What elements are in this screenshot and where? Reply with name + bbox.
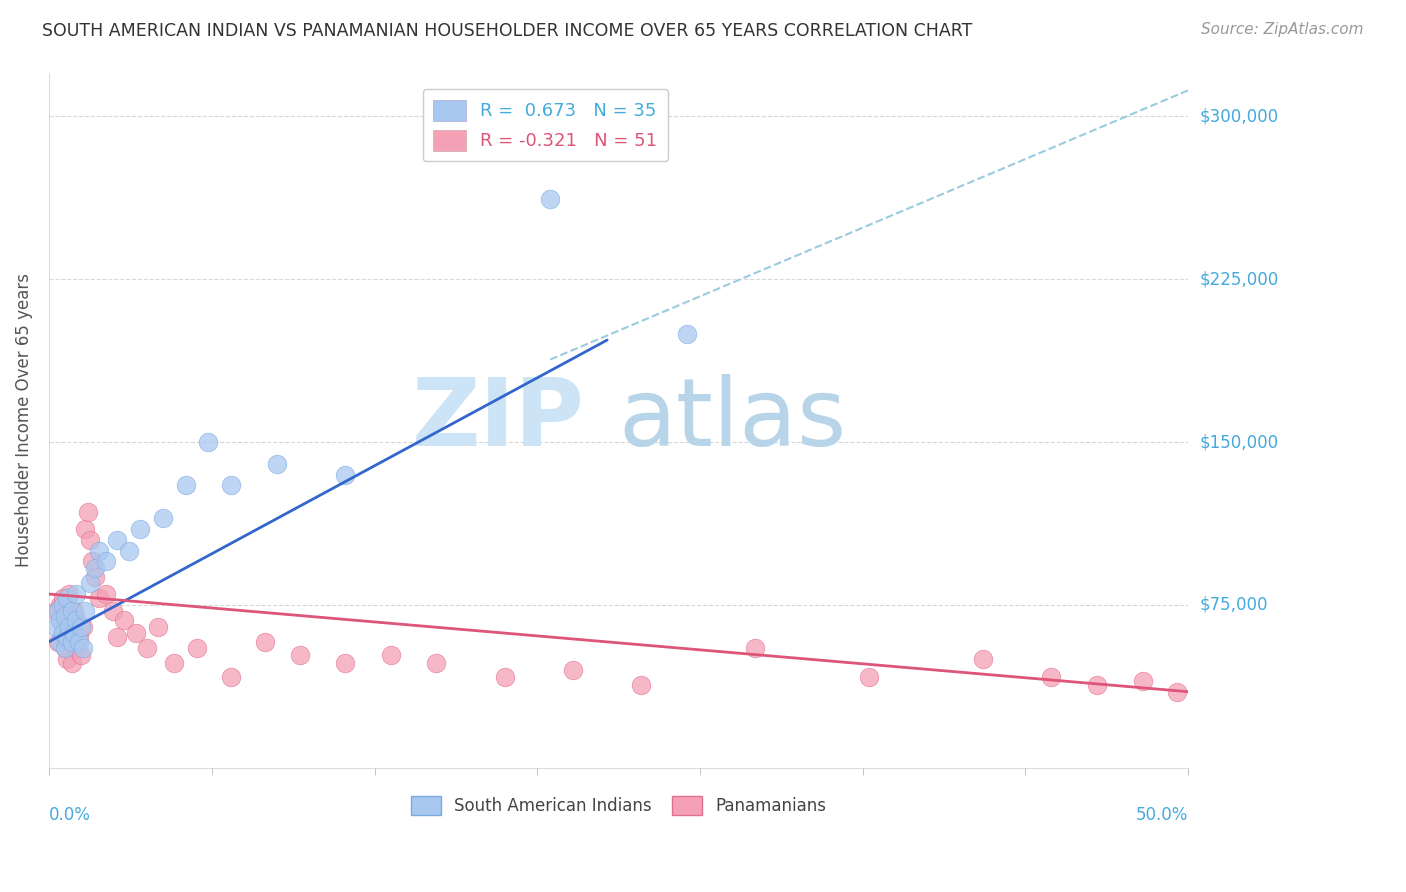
Point: [219, 669, 242, 683]
Text: SOUTH AMERICAN INDIAN VS PANAMANIAN HOUSEHOLDER INCOME OVER 65 YEARS CORRELATION: SOUTH AMERICAN INDIAN VS PANAMANIAN HOUS…: [42, 22, 973, 40]
Point: [79, 533, 101, 547]
Point: [65, 587, 87, 601]
Point: [46, 604, 69, 618]
Point: [94, 554, 117, 568]
Point: [87, 591, 110, 606]
Point: [136, 641, 159, 656]
Text: 0.0%: 0.0%: [49, 805, 91, 824]
Point: [72, 641, 94, 656]
Point: [53, 641, 76, 656]
Point: [58, 619, 80, 633]
Point: [1132, 673, 1154, 688]
Point: [163, 657, 186, 671]
Text: $150,000: $150,000: [1199, 433, 1278, 451]
Point: [112, 613, 135, 627]
Point: [676, 326, 699, 341]
Point: [63, 604, 86, 618]
Point: [52, 598, 75, 612]
Point: [75, 522, 97, 536]
Point: [288, 648, 311, 662]
Point: [65, 613, 87, 627]
Point: [1085, 678, 1108, 692]
Point: [56, 631, 79, 645]
Point: [53, 641, 76, 656]
Point: [60, 634, 83, 648]
Point: [1166, 684, 1188, 698]
Point: [858, 669, 880, 683]
Point: [174, 478, 197, 492]
Point: [538, 192, 561, 206]
Point: [94, 587, 117, 601]
Point: [87, 543, 110, 558]
Point: [63, 626, 86, 640]
Point: [972, 652, 994, 666]
Legend: South American Indians, Panamanians: South American Indians, Panamanians: [405, 789, 832, 822]
Point: [56, 604, 79, 618]
Point: [49, 598, 72, 612]
Point: [1040, 669, 1063, 683]
Point: [49, 634, 72, 648]
Point: [76, 504, 98, 518]
Point: [67, 631, 90, 645]
Point: [197, 435, 219, 450]
Point: [186, 641, 208, 656]
Point: [58, 619, 80, 633]
Point: [101, 604, 124, 618]
Point: [118, 543, 141, 558]
Point: [58, 587, 80, 601]
Point: [129, 522, 152, 536]
Text: $300,000: $300,000: [1199, 107, 1278, 126]
Point: [83, 561, 105, 575]
Text: $225,000: $225,000: [1199, 270, 1278, 288]
Point: [53, 608, 76, 623]
Point: [63, 626, 86, 640]
Point: [105, 533, 128, 547]
Point: [70, 648, 93, 662]
Point: [65, 613, 87, 627]
Text: 50.0%: 50.0%: [1136, 805, 1188, 824]
Point: [744, 641, 766, 656]
Point: [333, 467, 356, 482]
Point: [333, 657, 356, 671]
Y-axis label: Householder Income Over 65 years: Householder Income Over 65 years: [15, 273, 32, 567]
Text: Source: ZipAtlas.com: Source: ZipAtlas.com: [1201, 22, 1364, 37]
Point: [52, 591, 75, 606]
Point: [82, 554, 104, 568]
Text: atlas: atlas: [619, 375, 846, 467]
Point: [124, 626, 146, 640]
Point: [60, 604, 83, 618]
Point: [60, 657, 83, 671]
Point: [72, 619, 94, 633]
Point: [67, 634, 90, 648]
Point: [60, 634, 83, 648]
Point: [79, 576, 101, 591]
Text: $75,000: $75,000: [1199, 596, 1268, 614]
Point: [630, 678, 652, 692]
Point: [562, 663, 585, 677]
Point: [56, 591, 79, 606]
Point: [75, 604, 97, 618]
Point: [70, 619, 93, 633]
Point: [53, 613, 76, 627]
Point: [45, 604, 67, 618]
Point: [49, 613, 72, 627]
Point: [83, 569, 105, 583]
Point: [266, 457, 288, 471]
Point: [219, 478, 242, 492]
Point: [65, 641, 87, 656]
Point: [380, 648, 402, 662]
Point: [52, 626, 75, 640]
Point: [254, 634, 277, 648]
Point: [494, 669, 516, 683]
Point: [52, 626, 75, 640]
Point: [152, 511, 174, 525]
Point: [105, 631, 128, 645]
Point: [56, 652, 79, 666]
Point: [45, 619, 67, 633]
Point: [148, 619, 170, 633]
Point: [425, 657, 447, 671]
Point: [46, 634, 69, 648]
Text: ZIP: ZIP: [412, 375, 585, 467]
